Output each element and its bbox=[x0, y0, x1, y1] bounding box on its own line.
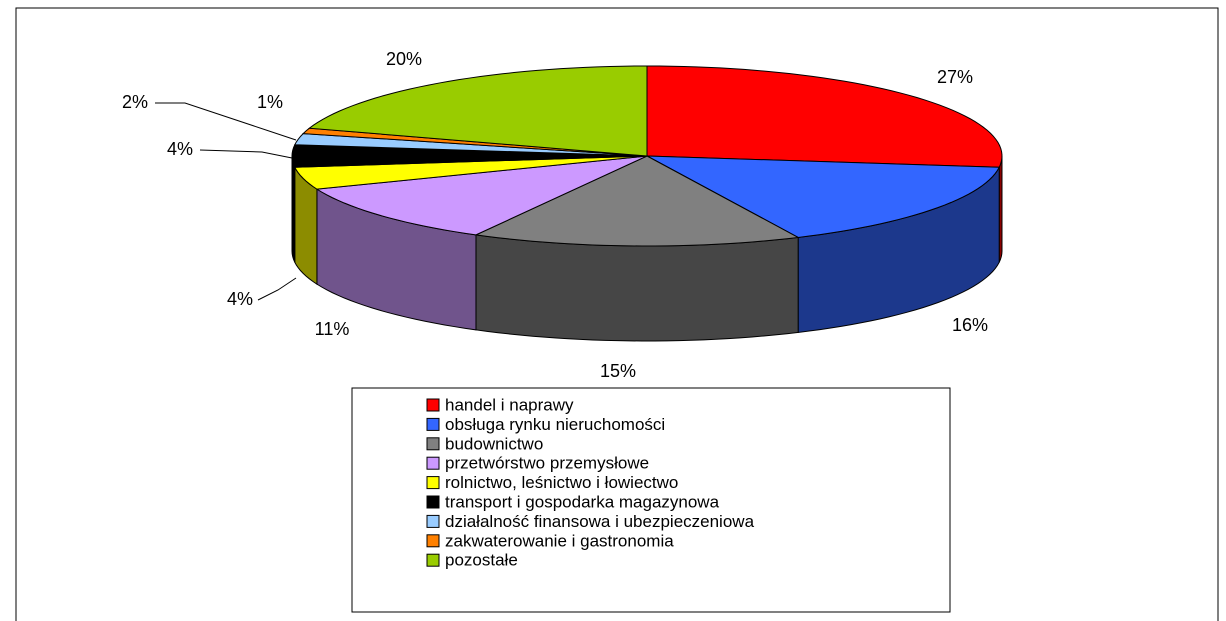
slice bbox=[474, 155, 800, 247]
slice bbox=[646, 65, 1003, 168]
legend-label: handel i naprawy bbox=[445, 395, 574, 414]
leader-line bbox=[199, 149, 293, 159]
data-label: 15% bbox=[600, 361, 636, 381]
legend-label: transport i gospodarka magazynowa bbox=[445, 492, 720, 511]
legend-swatch bbox=[426, 456, 440, 470]
data-label: 20% bbox=[386, 49, 422, 69]
legend-label: rolnictwo, leśnictwo i łowiectwo bbox=[445, 473, 678, 492]
legend-label: zakwaterowanie i gastronomia bbox=[445, 531, 674, 550]
chart-frame bbox=[15, 7, 1219, 621]
slice bbox=[293, 155, 648, 190]
legend-label: pozostałe bbox=[445, 551, 518, 570]
legend-label: obsługa rynku nieruchomości bbox=[445, 415, 665, 434]
slice-side bbox=[475, 234, 799, 342]
legend-swatch bbox=[426, 534, 440, 548]
slice bbox=[646, 155, 1001, 238]
legend-swatch bbox=[426, 553, 440, 567]
slice bbox=[308, 65, 648, 157]
leader-line bbox=[155, 102, 297, 141]
legend-label: budownictwo bbox=[445, 434, 543, 453]
legend-swatch bbox=[426, 417, 440, 431]
legend-swatch bbox=[426, 476, 440, 490]
legend-swatch bbox=[426, 495, 440, 509]
data-label: 4% bbox=[167, 139, 193, 159]
slice bbox=[315, 155, 648, 236]
legend-swatch bbox=[426, 514, 440, 528]
data-label: 27% bbox=[937, 67, 973, 87]
data-label: 16% bbox=[952, 315, 988, 335]
data-label: 11% bbox=[315, 319, 350, 339]
data-label: 4% bbox=[227, 289, 253, 309]
data-label: 2% bbox=[122, 92, 148, 112]
leader-line bbox=[257, 277, 297, 301]
legend-box bbox=[351, 387, 951, 613]
data-label: 1% bbox=[257, 92, 283, 112]
slice bbox=[291, 144, 648, 168]
slice-side bbox=[291, 155, 296, 263]
legend-swatch bbox=[426, 437, 440, 451]
legend-swatch bbox=[426, 398, 440, 412]
legend-label: działalność finansowa i ubezpieczeniowa bbox=[445, 512, 755, 531]
legend-label: przetwórstwo przemysłowe bbox=[445, 454, 649, 473]
